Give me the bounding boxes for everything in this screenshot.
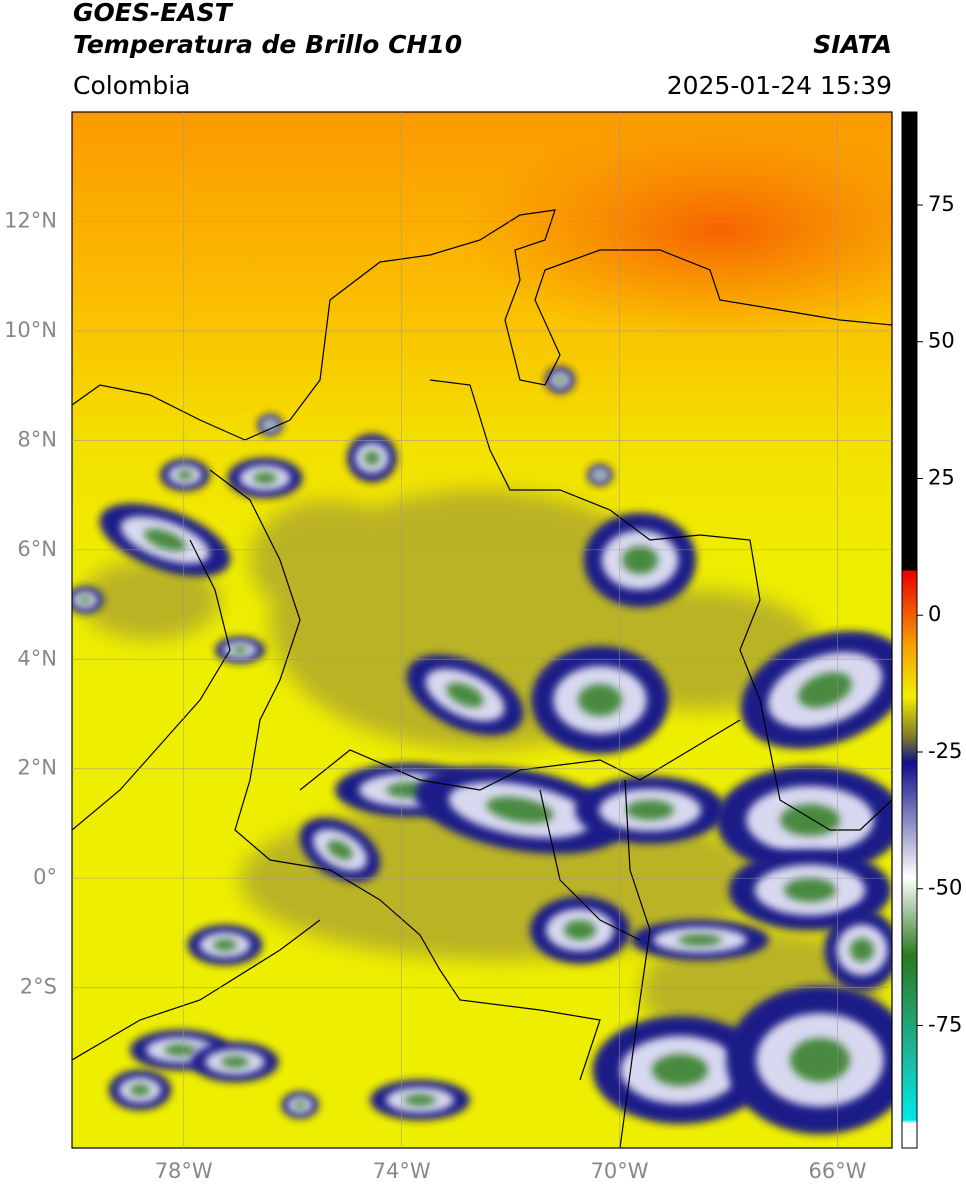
cloud-core [177,470,193,480]
cloud-core [404,1094,436,1106]
x-tick-label: 66°W [809,1159,867,1183]
cloud-core [364,450,380,466]
y-tick-label: 10°N [4,318,57,342]
region: Colombia [73,71,190,100]
cloud-core [253,472,277,484]
cloud [227,457,303,499]
colorbar-tick-label: -25 [928,739,962,763]
colorbar-tick-label: -75 [928,1012,962,1036]
cloud-core [555,376,565,384]
cloud [257,414,283,436]
cloud [99,503,231,577]
cloud [592,1016,768,1124]
cloud-core [232,646,248,654]
cloud [347,433,397,483]
colorbar-tick-label: 50 [928,329,955,353]
cloud [531,646,669,754]
satellite-image [72,112,892,1148]
cloud-core [164,1044,196,1056]
cloud-core [213,939,237,951]
graticule [72,112,892,1148]
datetime: 2025-01-24 15:39 [667,71,892,100]
cloud [191,1041,279,1083]
source: SIATA [813,30,892,59]
cloud-core [327,840,353,860]
cloud [726,985,892,1135]
cloud-core [596,471,604,479]
cloud-core [144,528,186,552]
y-tick-label: 4°N [17,646,57,670]
y-tick-label: 2°N [17,756,57,780]
colorbar-tick-label: 25 [928,465,955,489]
cloud [587,464,613,486]
cloud-core [678,934,722,946]
colorbar-tick-label: 0 [928,602,941,626]
cloud [370,1079,470,1121]
cloud [160,458,210,492]
cloud [406,654,524,736]
cloud-core [790,1038,850,1082]
olive-patch [80,560,220,640]
cloud-core [652,1054,708,1086]
y-tick-label: 0° [33,865,57,889]
cloud-core [784,878,836,902]
cloud-core [294,1101,306,1109]
cloud [281,1091,319,1119]
cloud [824,909,892,991]
cloud-core [780,804,840,836]
map-frame [71,111,893,1149]
cloud-core [221,1056,249,1068]
y-tick-label: 2°S [20,975,57,999]
cloud-core [578,684,622,716]
borders [72,209,892,1148]
cloud-core [486,796,554,824]
colorbar-tick-label: -50 [928,876,962,900]
cloud-core [564,920,596,940]
cloud [530,896,630,964]
x-tick-label: 74°W [373,1159,431,1183]
cloud [716,766,892,874]
x-tick-label: 78°W [155,1159,213,1183]
cloud [583,512,697,608]
cloud-core [130,1084,150,1096]
subtitle: Temperatura de Brillo CH10 [73,30,462,59]
cloud [187,924,263,966]
cloud [299,817,381,883]
colorbar-tick-label: 75 [928,192,955,216]
cloud [72,586,104,614]
colorbar [901,111,918,1149]
cloud [215,636,265,664]
cloud [108,1069,172,1111]
cloud [545,366,575,394]
cloud [740,631,892,749]
x-tick-label: 70°W [591,1159,649,1183]
cloud-core [622,546,658,574]
y-tick-label: 12°N [4,208,57,232]
cloud-core [626,800,674,820]
olive-patch [250,500,410,620]
title: GOES-EAST [73,0,234,27]
cloud-core [850,938,874,962]
cloud [631,919,769,961]
y-tick-label: 8°N [17,427,57,451]
cloud-core [79,596,91,604]
cloud-core [446,682,484,708]
cloud [575,776,725,844]
cloud-core [266,421,274,429]
cloud-core [798,672,852,708]
y-tick-label: 6°N [17,537,57,561]
